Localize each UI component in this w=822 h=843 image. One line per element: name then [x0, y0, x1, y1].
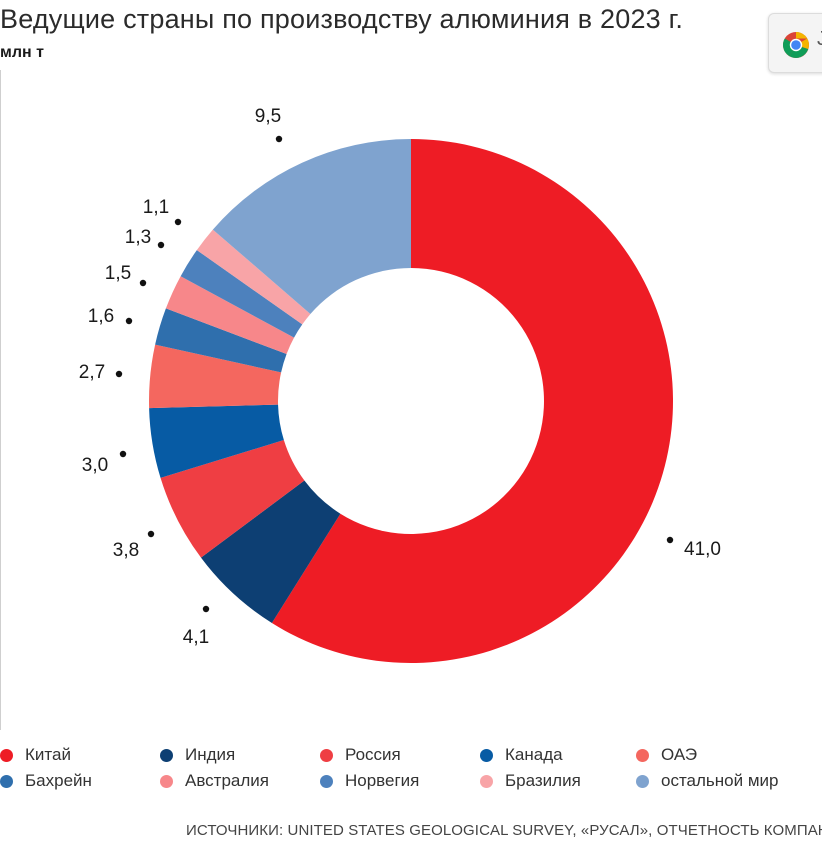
- donut-slices: [148, 139, 673, 663]
- legend-swatch: [480, 748, 493, 762]
- legend-item: Австралия: [160, 770, 269, 792]
- slice-1: [271, 139, 673, 663]
- slice-3: [160, 440, 305, 558]
- value-label-8: 1,3: [125, 227, 151, 248]
- slice-2: [201, 480, 341, 624]
- legend-label: ОАЭ: [661, 745, 698, 764]
- legend-label: Норвегия: [345, 771, 420, 790]
- legend-item: Бахрейн: [0, 770, 92, 792]
- left-divider: [0, 70, 1, 730]
- legend-item: Россия: [320, 744, 401, 766]
- browser-extension-button[interactable]: J: [768, 13, 822, 73]
- slice-9: [196, 229, 311, 325]
- label-dot-3: [147, 530, 155, 538]
- legend-label: Китай: [25, 745, 71, 764]
- legend-item: Китай: [0, 744, 71, 766]
- legend-item: Норвегия: [320, 770, 419, 792]
- label-dot-8: [157, 241, 165, 249]
- slice-4: [149, 404, 284, 478]
- legend-swatch: [480, 774, 493, 788]
- label-dots: [115, 135, 674, 613]
- label-dot-4: [119, 450, 127, 458]
- slice-7: [165, 276, 295, 355]
- value-label-3: 3,8: [113, 540, 139, 561]
- legend-label: Россия: [345, 745, 401, 764]
- donut-chart: 41,0 4,1 3,8 3,0 2,7 1,6 1,5 1,3 1,1 9,5: [79, 106, 721, 663]
- legend-label: Бразилия: [505, 771, 581, 790]
- value-label-6: 1,6: [88, 306, 114, 327]
- source-note: ИСТОЧНИКИ: UNITED STATES GEOLOGICAL SURV…: [186, 822, 822, 839]
- value-label-7: 1,5: [105, 263, 131, 284]
- label-dot-7: [139, 279, 147, 287]
- legend-label: Индия: [185, 745, 236, 764]
- legend-item: Канада: [480, 744, 563, 766]
- slice-6: [155, 308, 287, 373]
- legend-swatch: [636, 748, 649, 762]
- legend-label: остальной мир: [661, 771, 779, 790]
- value-label-10: 9,5: [255, 106, 281, 127]
- legend-item: Индия: [160, 744, 235, 766]
- label-dot-2: [202, 605, 210, 613]
- legend-item: остальной мир: [636, 770, 778, 792]
- slice-8: [180, 250, 303, 338]
- label-dot-1: [666, 536, 674, 544]
- value-label-9: 1,1: [143, 197, 169, 218]
- legend-item: ОАЭ: [636, 744, 697, 766]
- legend-swatch: [320, 748, 333, 762]
- legend-swatch: [636, 774, 649, 788]
- chrome-icon: [782, 32, 809, 58]
- unit-label: млн т: [0, 44, 44, 61]
- value-label-1: 41,0: [684, 539, 721, 560]
- extension-glyph: J: [817, 28, 822, 50]
- slice-10: [212, 139, 411, 314]
- legend-label: Австралия: [185, 771, 269, 790]
- chart-title: Ведущие страны по производству алюминия …: [0, 4, 684, 34]
- legend-swatch: [160, 774, 173, 788]
- legend-label: Бахрейн: [25, 771, 92, 790]
- value-label-2: 4,1: [183, 627, 209, 648]
- value-label-5: 2,7: [79, 362, 105, 383]
- label-dot-10: [275, 135, 283, 143]
- label-dot-6: [125, 317, 133, 325]
- label-dot-5: [115, 370, 123, 378]
- legend-swatch: [320, 774, 333, 788]
- legend-swatch: [160, 748, 173, 762]
- legend-swatch: [0, 774, 13, 788]
- legend-swatch: [0, 748, 13, 762]
- value-labels: 41,0 4,1 3,8 3,0 2,7 1,6 1,5 1,3 1,1 9,5: [79, 106, 721, 648]
- legend-label: Канада: [505, 745, 563, 764]
- legend: Китай Индия Россия Канада ОАЭ Бахрейн Австрали…: [0, 744, 822, 804]
- slice-5: [148, 344, 282, 409]
- label-dot-9: [174, 218, 182, 226]
- value-label-4: 3,0: [82, 455, 108, 476]
- legend-item: Бразилия: [480, 770, 581, 792]
